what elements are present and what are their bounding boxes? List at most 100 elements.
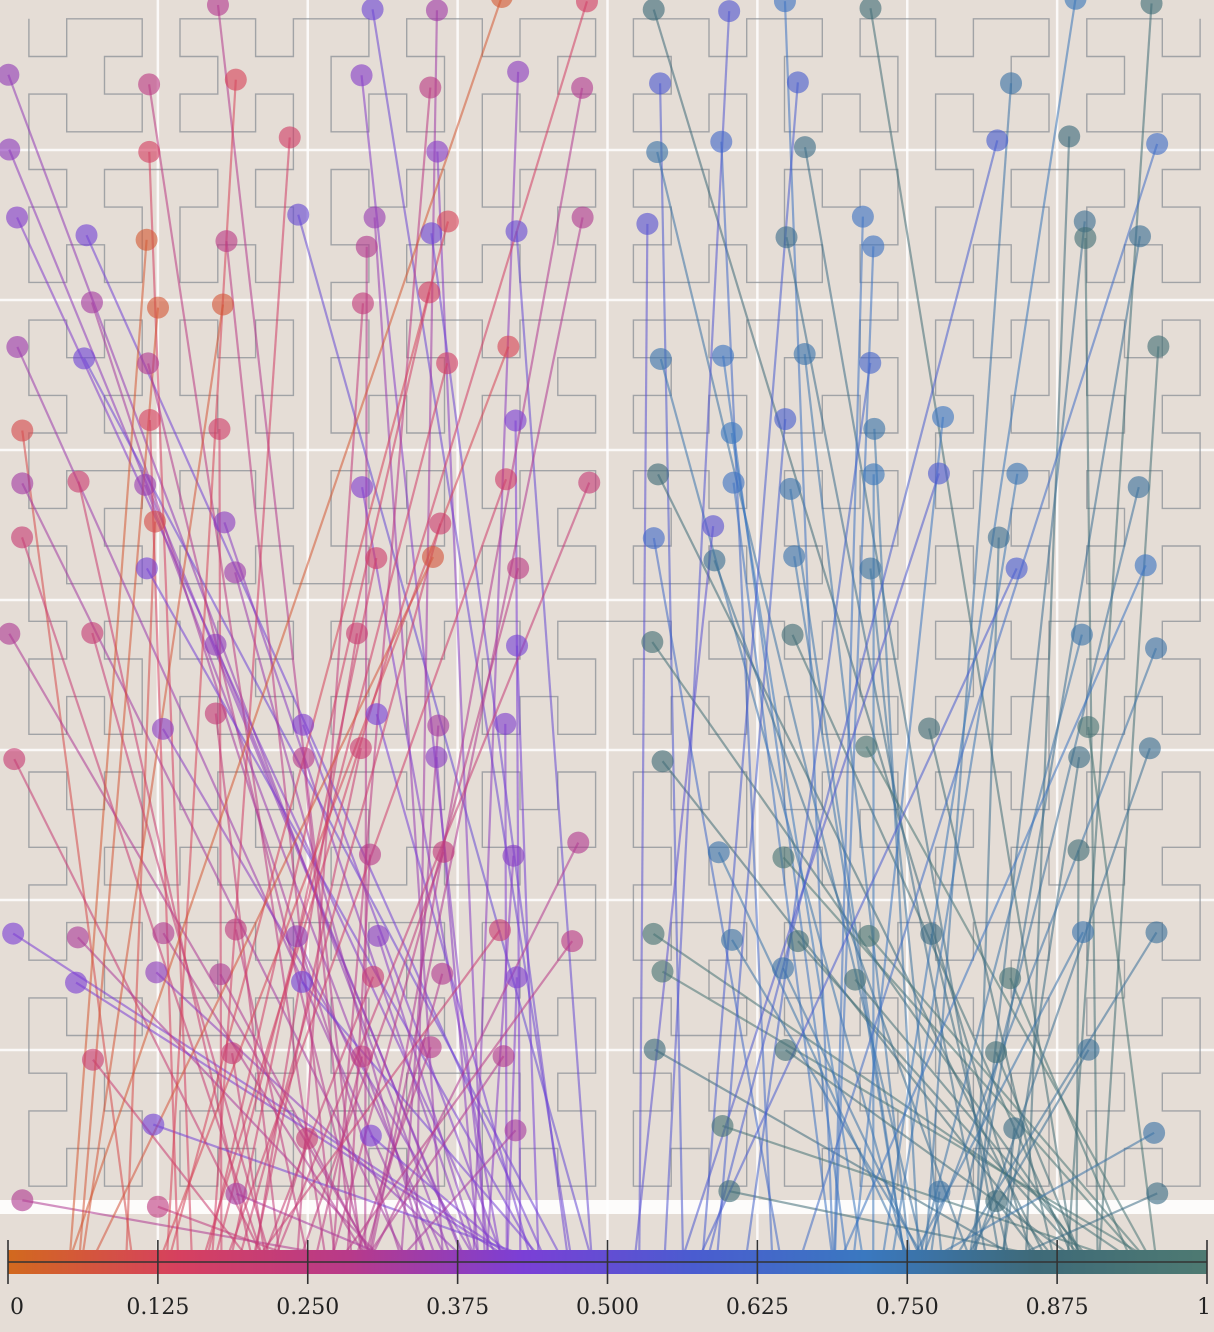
data-point bbox=[221, 1042, 243, 1064]
data-point bbox=[718, 0, 740, 22]
data-point bbox=[362, 966, 384, 988]
data-point bbox=[988, 527, 1010, 549]
data-point bbox=[721, 929, 743, 951]
data-point bbox=[985, 1041, 1007, 1063]
data-point bbox=[364, 206, 386, 228]
data-point bbox=[1129, 225, 1151, 247]
data-point bbox=[138, 73, 160, 95]
data-point bbox=[858, 925, 880, 947]
data-point bbox=[507, 557, 529, 579]
data-point bbox=[292, 714, 314, 736]
data-point bbox=[646, 141, 668, 163]
data-point bbox=[863, 463, 885, 485]
data-point bbox=[1143, 1122, 1165, 1144]
data-point bbox=[1145, 637, 1167, 659]
data-point bbox=[426, 0, 448, 21]
data-point bbox=[147, 1196, 169, 1218]
x-axis-tick-label: 0.625 bbox=[726, 1295, 789, 1320]
data-point bbox=[224, 561, 246, 583]
data-point bbox=[138, 141, 160, 163]
data-point bbox=[137, 352, 159, 374]
x-axis-tick-label: 0.125 bbox=[126, 1295, 189, 1320]
data-point bbox=[212, 294, 234, 316]
data-point bbox=[420, 222, 442, 244]
data-point bbox=[81, 622, 103, 644]
data-point bbox=[208, 418, 230, 440]
data-point bbox=[351, 64, 373, 86]
data-point bbox=[862, 235, 884, 257]
data-point bbox=[350, 737, 372, 759]
data-point bbox=[152, 718, 174, 740]
data-point bbox=[144, 511, 166, 533]
data-point bbox=[1058, 125, 1080, 147]
data-point bbox=[225, 918, 247, 940]
data-point bbox=[859, 557, 881, 579]
data-point bbox=[67, 926, 89, 948]
data-point bbox=[426, 746, 448, 768]
data-point bbox=[82, 1049, 104, 1071]
data-point bbox=[506, 635, 528, 657]
data-point bbox=[346, 622, 368, 644]
data-point bbox=[433, 841, 455, 863]
data-point bbox=[367, 925, 389, 947]
data-point bbox=[928, 462, 950, 484]
x-axis-tick-label: 0.375 bbox=[426, 1295, 489, 1320]
data-point bbox=[296, 1128, 318, 1150]
x-axis-tick-label: 0.750 bbox=[876, 1295, 939, 1320]
data-point bbox=[209, 963, 231, 985]
data-point bbox=[3, 748, 25, 770]
data-point bbox=[225, 1183, 247, 1205]
data-point bbox=[505, 409, 527, 431]
data-point bbox=[852, 206, 874, 228]
data-point bbox=[1146, 133, 1168, 155]
data-point bbox=[1147, 335, 1169, 357]
data-point bbox=[11, 526, 33, 548]
data-point bbox=[11, 1189, 33, 1211]
data-point bbox=[1068, 746, 1090, 768]
data-point bbox=[507, 61, 529, 83]
data-point bbox=[6, 206, 28, 228]
data-point bbox=[721, 422, 743, 444]
data-point bbox=[723, 472, 745, 494]
data-point bbox=[772, 957, 794, 979]
data-point bbox=[708, 841, 730, 863]
data-point bbox=[1003, 1117, 1025, 1139]
data-point bbox=[2, 923, 24, 945]
data-point bbox=[225, 69, 247, 91]
data-point bbox=[152, 922, 174, 944]
data-point bbox=[422, 546, 444, 568]
data-point bbox=[426, 141, 448, 163]
data-point bbox=[427, 715, 449, 737]
data-point bbox=[647, 463, 669, 485]
data-point bbox=[495, 468, 517, 490]
data-point bbox=[567, 832, 589, 854]
data-point bbox=[776, 226, 798, 248]
data-point bbox=[11, 472, 33, 494]
connector-line bbox=[505, 724, 507, 1262]
data-point bbox=[293, 747, 315, 769]
data-point bbox=[985, 1190, 1007, 1212]
data-point bbox=[68, 471, 90, 493]
data-point bbox=[145, 961, 167, 983]
data-point bbox=[561, 930, 583, 952]
data-point bbox=[205, 634, 227, 656]
data-point bbox=[418, 281, 440, 303]
data-point bbox=[1000, 72, 1022, 94]
x-axis-tick-label: 0.500 bbox=[576, 1295, 639, 1320]
data-point bbox=[1006, 463, 1028, 485]
data-point bbox=[787, 71, 809, 93]
data-point bbox=[718, 1180, 740, 1202]
data-point bbox=[506, 966, 528, 988]
data-point bbox=[136, 557, 158, 579]
data-point bbox=[859, 352, 881, 374]
data-point bbox=[360, 1125, 382, 1147]
data-point bbox=[928, 1181, 950, 1203]
data-point bbox=[787, 930, 809, 952]
data-point bbox=[494, 713, 516, 735]
data-point bbox=[986, 129, 1008, 151]
data-point bbox=[571, 77, 593, 99]
data-point bbox=[502, 845, 524, 867]
data-point bbox=[1139, 737, 1161, 759]
data-point bbox=[420, 1036, 442, 1058]
